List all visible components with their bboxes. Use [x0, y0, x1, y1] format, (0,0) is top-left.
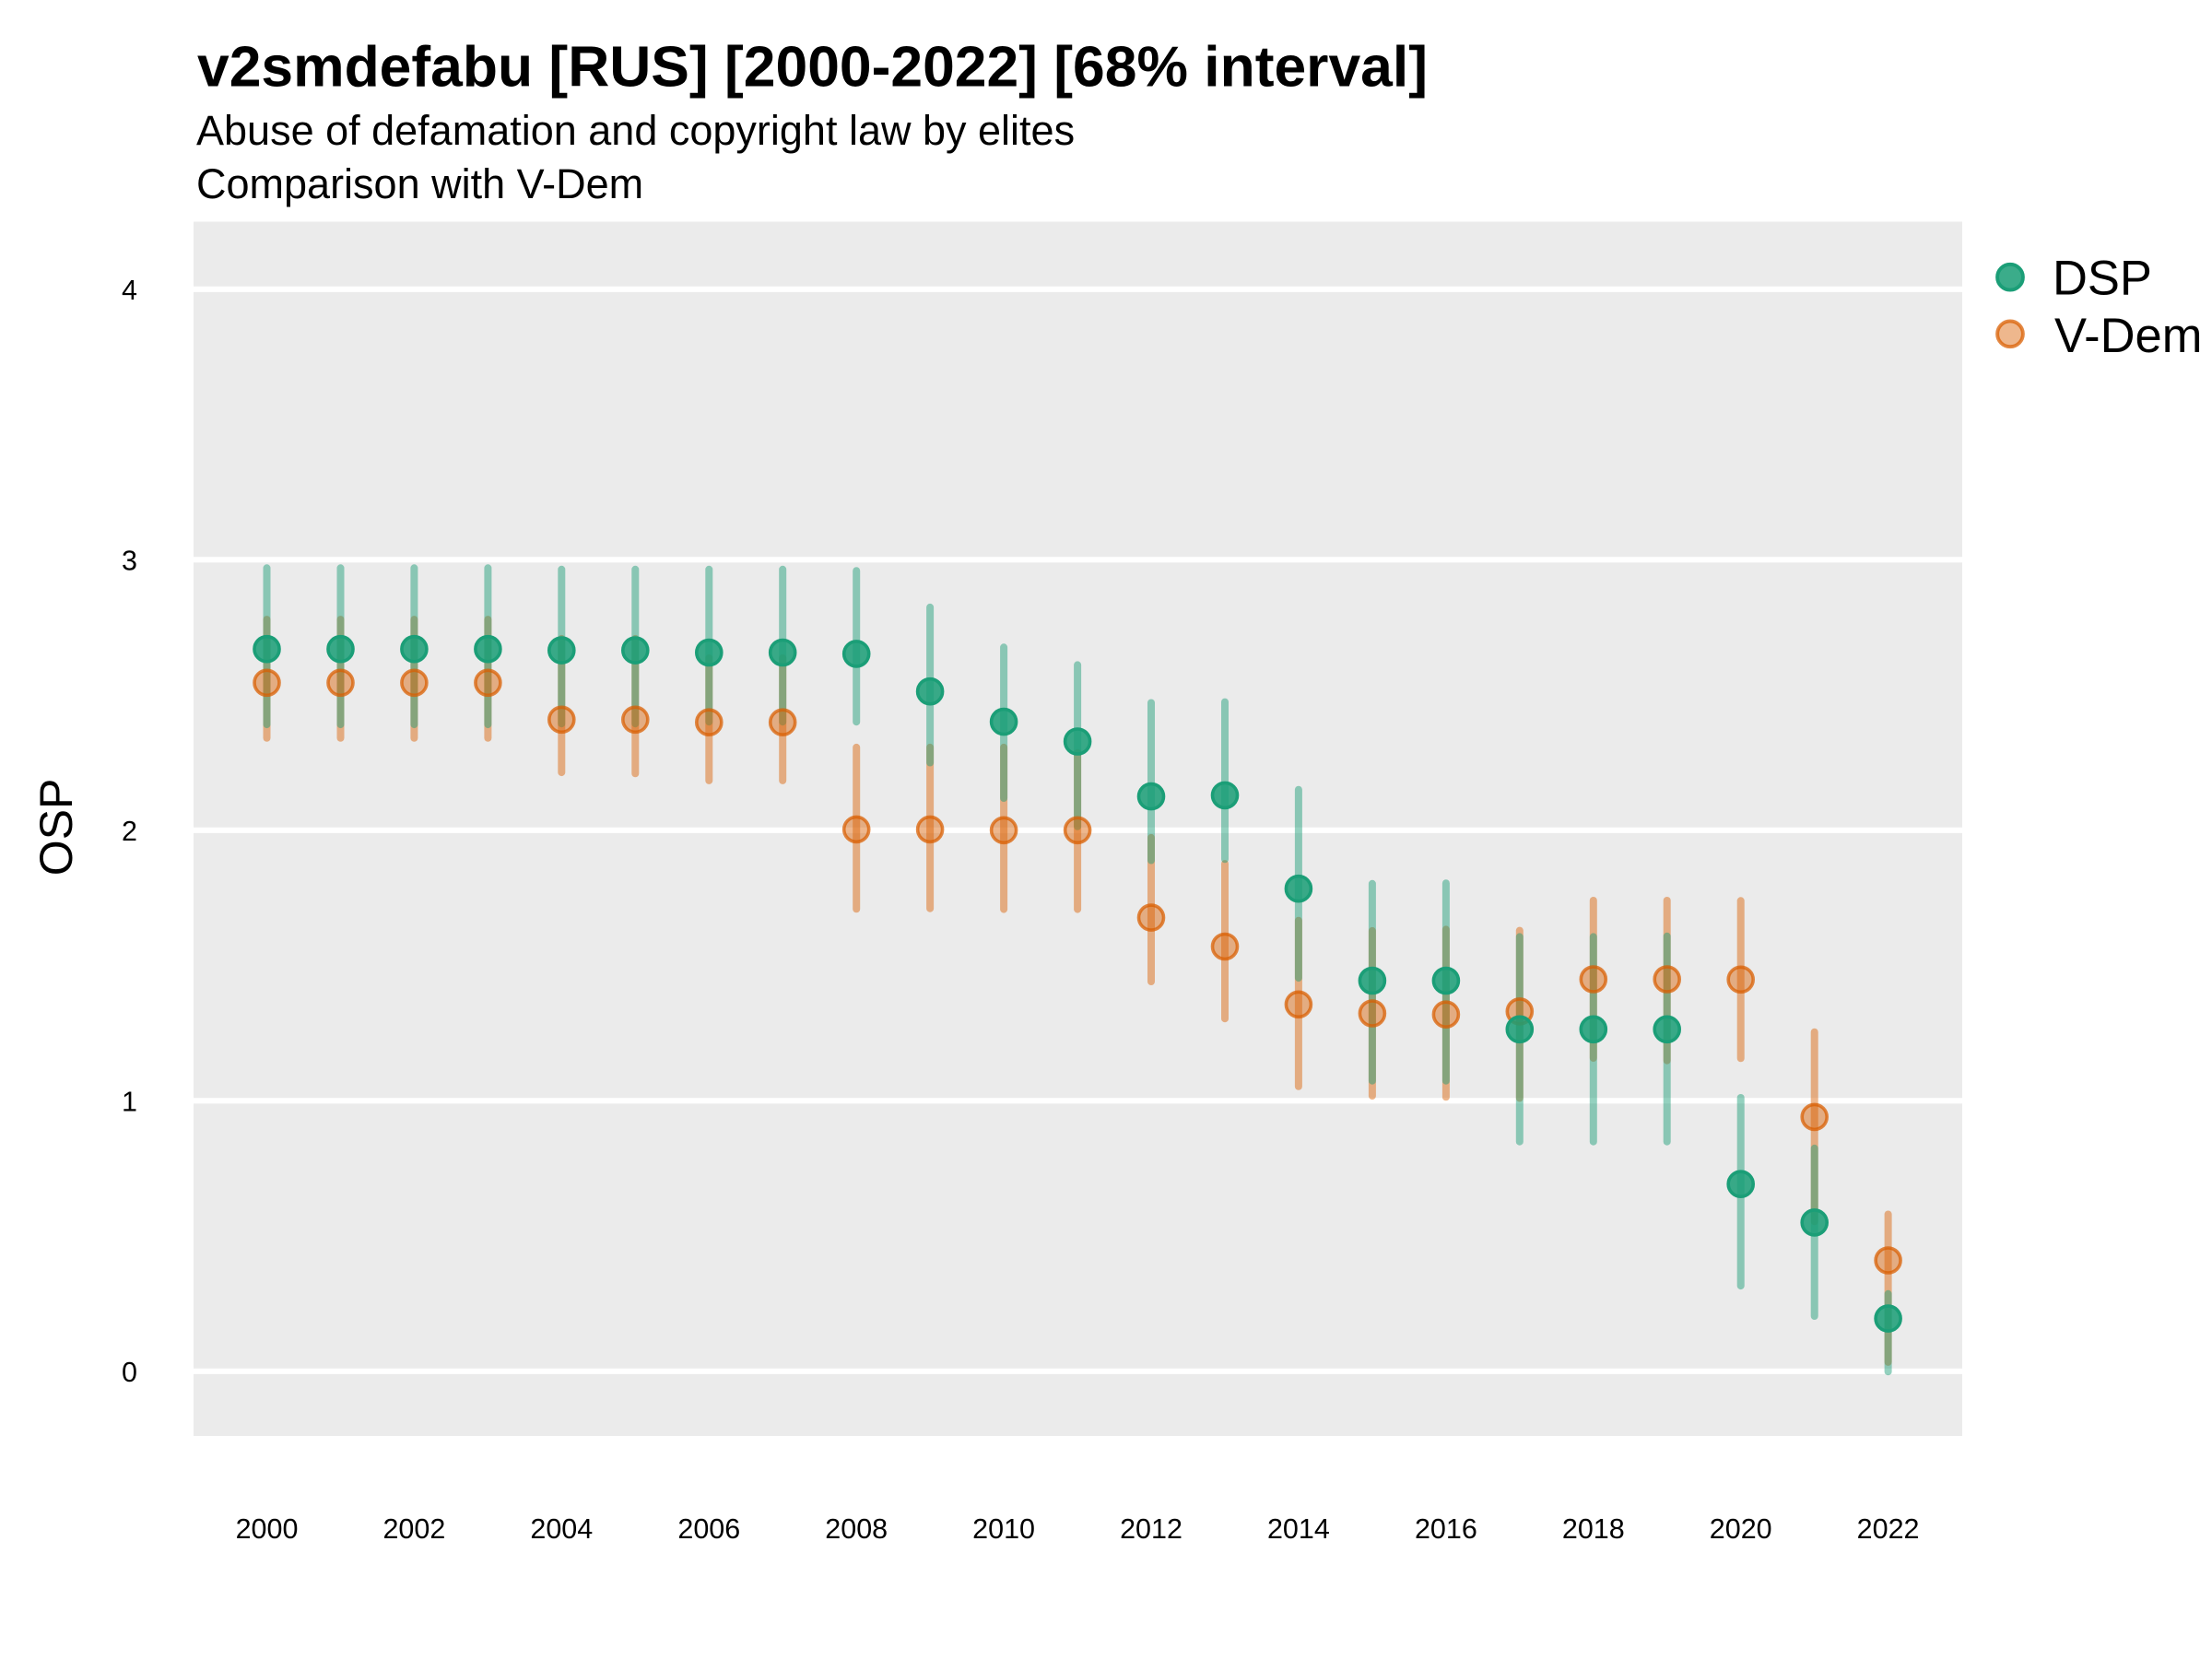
svg-text:4: 4	[122, 275, 137, 306]
svg-text:2022: 2022	[1857, 1513, 1920, 1545]
svg-text:v2smdefabu [RUS] [2000-2022] [: v2smdefabu [RUS] [2000-2022] [68% interv…	[197, 35, 1428, 99]
svg-text:0: 0	[122, 1357, 137, 1388]
svg-text:Comparison with V-Dem: Comparison with V-Dem	[196, 160, 643, 207]
svg-text:3: 3	[122, 545, 137, 576]
svg-text:2004: 2004	[530, 1513, 593, 1545]
svg-text:DSP: DSP	[2053, 251, 2152, 305]
svg-text:Abuse of defamation and copyri: Abuse of defamation and copyright law by…	[196, 107, 1075, 154]
svg-text:2: 2	[122, 816, 137, 847]
svg-text:1: 1	[122, 1086, 137, 1117]
svg-text:OSP: OSP	[30, 779, 82, 877]
svg-text:2002: 2002	[382, 1513, 445, 1545]
svg-text:2018: 2018	[1562, 1513, 1625, 1545]
svg-text:V-Dem: V-Dem	[2054, 309, 2202, 363]
svg-text:2014: 2014	[1267, 1513, 1330, 1545]
svg-text:2020: 2020	[1710, 1513, 1772, 1545]
svg-text:2008: 2008	[825, 1513, 888, 1545]
svg-text:2016: 2016	[1415, 1513, 1477, 1545]
svg-text:2012: 2012	[1120, 1513, 1182, 1545]
svg-text:2006: 2006	[677, 1513, 740, 1545]
svg-text:2010: 2010	[972, 1513, 1035, 1545]
svg-text:2000: 2000	[236, 1513, 299, 1545]
